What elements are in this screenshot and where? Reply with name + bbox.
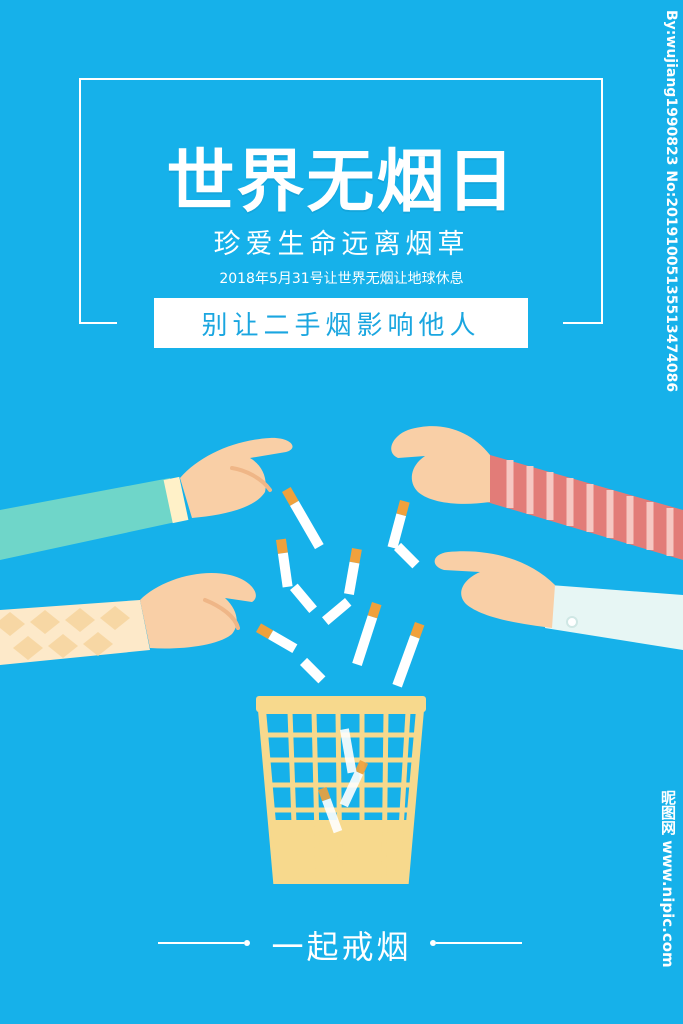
slogan-banner: 别让二手烟影响他人 xyxy=(154,298,528,348)
site-watermark: 昵图网 www.nipic.com xyxy=(659,790,677,968)
hand-lower-right xyxy=(434,551,683,650)
poster-date-line: 2018年5月31号让世界无烟让地球休息 xyxy=(219,271,464,287)
title-frame-bottom-right xyxy=(563,322,603,324)
hand-upper-right xyxy=(391,426,683,560)
footer-slogan: 一起戒烟 xyxy=(271,928,412,966)
hand-upper-left xyxy=(0,437,293,560)
author-watermark: By:wujiang1990823 No:2019100513551347408… xyxy=(663,10,679,393)
poster-title: 世界无烟日 xyxy=(166,143,517,222)
footer-divider-left xyxy=(158,942,244,944)
footer-dot-right xyxy=(430,940,436,946)
title-frame xyxy=(79,78,603,324)
trash-basket xyxy=(256,696,426,884)
poster-subtitle: 珍爱生命远离烟草 xyxy=(213,229,470,260)
footer-divider-right xyxy=(436,942,522,944)
falling-cigarettes xyxy=(255,487,425,688)
title-frame-bottom-left xyxy=(79,322,117,324)
hand-lower-left xyxy=(0,572,256,665)
footer-dot-left xyxy=(244,940,250,946)
